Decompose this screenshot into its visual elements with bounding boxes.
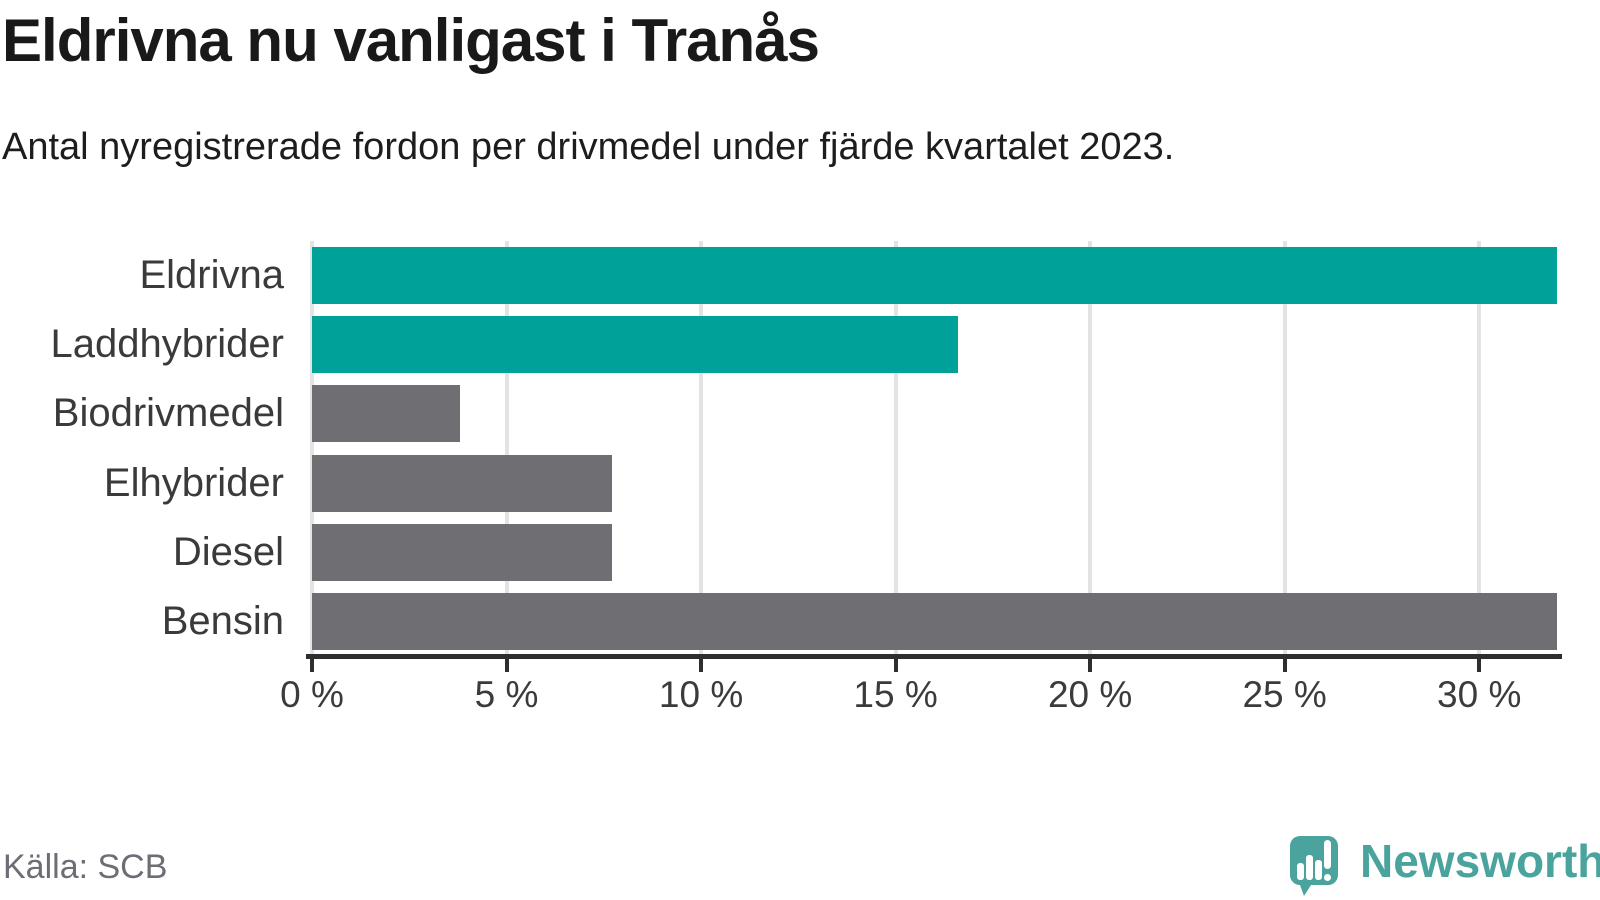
x-axis-tick-25 — [1282, 659, 1287, 672]
x-axis-tick-20 — [1088, 659, 1093, 672]
x-axis-label-25: 25 % — [1242, 674, 1327, 715]
gridline-25 — [1282, 241, 1287, 656]
chart-title: Eldrivna nu vanligast i Tranås — [2, 7, 820, 74]
category-label-laddhybrider: Laddhybrider — [50, 322, 285, 367]
chart-subtitle: Antal nyregistrerade fordon per drivmede… — [2, 126, 1175, 168]
x-axis-tick-10 — [699, 659, 704, 672]
category-label-elhybrider: Elhybrider — [103, 460, 284, 505]
brand-wordmark: Newsworthy — [1360, 835, 1600, 887]
category-label-eldrivna: Eldrivna — [139, 253, 284, 298]
x-axis-tick-5 — [504, 659, 509, 672]
category-label-row: Elhybrider — [0, 448, 284, 517]
brand-footer: Newsworthy — [1290, 836, 1600, 896]
x-axis-label-10: 10 % — [658, 674, 744, 715]
plot-area — [310, 241, 1557, 656]
category-label-row: Bensin — [0, 587, 284, 656]
source-text: Källa: SCB — [3, 848, 168, 886]
bar-diesel — [312, 523, 612, 581]
category-label-bensin: Bensin — [161, 598, 284, 643]
category-label-row: Eldrivna — [0, 241, 284, 310]
x-axis-label-0: 0 % — [280, 674, 344, 715]
bar-biodrivmedel — [312, 385, 460, 443]
bar-laddhybrider — [312, 316, 958, 374]
x-axis-label-5: 5 % — [474, 674, 539, 715]
newsworthy-logo-icon — [1290, 836, 1338, 896]
gridline-20 — [1088, 241, 1093, 656]
category-label-row: Diesel — [0, 518, 284, 587]
bar-elhybrider — [312, 454, 612, 512]
x-axis-label-15: 15 % — [853, 674, 938, 715]
category-label-biodrivmedel: Biodrivmedel — [52, 391, 284, 436]
gridline-15 — [893, 241, 898, 656]
x-axis-label-20: 20 % — [1047, 674, 1133, 715]
gridline-30 — [1477, 241, 1482, 656]
x-axis-tick-15 — [893, 659, 898, 672]
x-axis-line — [306, 654, 1562, 659]
x-axis-tick-30 — [1477, 659, 1482, 672]
category-label-column: Eldrivna Laddhybrider Biodrivmedel Elhybrid… — [0, 241, 285, 656]
x-axis-tick-0 — [310, 659, 314, 672]
gridline-0 — [310, 241, 314, 656]
x-axis-label-30: 30 % — [1437, 674, 1522, 715]
gridline-10 — [699, 241, 704, 656]
bar-bensin — [312, 592, 1557, 650]
category-label-row: Biodrivmedel — [0, 379, 284, 448]
gridline-5 — [504, 241, 509, 656]
category-label-diesel: Diesel — [172, 529, 284, 574]
bar-eldrivna — [312, 247, 1557, 305]
category-label-row: Laddhybrider — [0, 310, 285, 379]
